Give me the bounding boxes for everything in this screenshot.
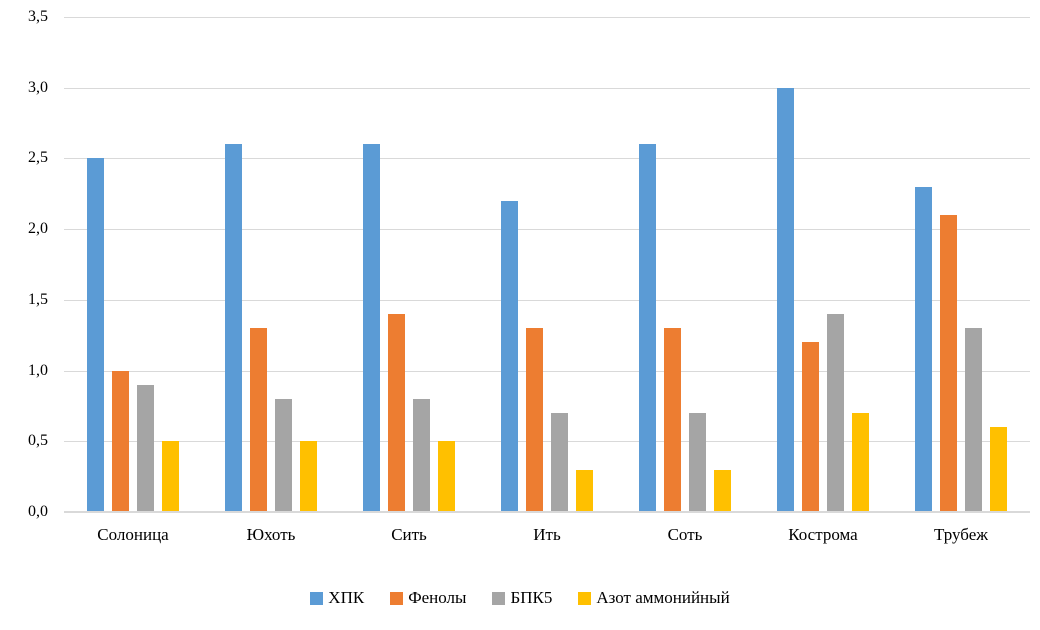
- bar-khpk: [225, 144, 242, 512]
- x-axis-category-label-5: Соть: [667, 525, 703, 544]
- bar-fenoly: [940, 215, 957, 512]
- bar-fenoly: [388, 314, 405, 512]
- y-axis-tick-label: 0,5: [28, 432, 48, 450]
- bar-azot: [990, 427, 1007, 512]
- bar-bpk5: [827, 314, 844, 512]
- bar-fenoly: [112, 371, 129, 512]
- bar-khpk: [915, 187, 932, 512]
- bar-khpk: [363, 144, 380, 512]
- legend-label: Фенолы: [408, 588, 467, 607]
- legend-label: ХПК: [328, 588, 365, 607]
- bar-cluster-3: [340, 17, 478, 512]
- legend-item-fenoly: Фенолы: [390, 588, 466, 608]
- bar-fenoly: [526, 328, 543, 512]
- plot-area: [64, 17, 1030, 512]
- legend-label: Азот аммонийный: [596, 588, 730, 607]
- legend-swatch-icon: [310, 591, 324, 605]
- bar-cluster-7: [892, 17, 1030, 512]
- legend-label: БПК5: [510, 588, 553, 607]
- x-axis-category-label-6: Кострома: [788, 525, 858, 544]
- bar-cluster-2: [202, 17, 340, 512]
- bar-fenoly: [250, 328, 267, 512]
- bar-bpk5: [965, 328, 982, 512]
- bars-layer: [64, 17, 1030, 512]
- bar-azot: [162, 441, 179, 512]
- bar-khpk: [501, 201, 518, 512]
- legend-swatch-icon: [492, 591, 506, 605]
- bar-bpk5: [689, 413, 706, 512]
- y-axis-tick-label: 1,0: [28, 361, 48, 379]
- bar-azot: [438, 441, 455, 512]
- gridline: [64, 158, 1030, 160]
- y-axis-tick-label: 0,0: [28, 503, 48, 520]
- bar-bpk5: [551, 413, 568, 512]
- y-axis-tick-label: 3,0: [28, 78, 48, 96]
- bar-khpk: [639, 144, 656, 512]
- x-axis-line: [64, 511, 1030, 513]
- bar-azot: [852, 413, 869, 512]
- x-axis-category-label-2: Юхоть: [246, 525, 296, 544]
- y-axis-tick-label: 2,5: [28, 149, 48, 167]
- bar-cluster-6: [754, 17, 892, 512]
- x-axis-category-label-3: Сить: [391, 525, 427, 544]
- bar-cluster-5: [616, 17, 754, 512]
- gridline: [64, 370, 1030, 372]
- bar-khpk: [87, 158, 104, 512]
- bar-bpk5: [275, 399, 292, 512]
- gridline: [64, 17, 1030, 18]
- bar-cluster-4: [478, 17, 616, 512]
- bar-fenoly: [802, 342, 819, 512]
- y-axis-tick-label: 3,5: [28, 8, 48, 25]
- gridline: [64, 229, 1030, 231]
- bar-khpk: [777, 88, 794, 512]
- x-axis: Солоница Юхоть Сить Ить Соть Кострома Трубеж: [64, 524, 1030, 546]
- bar-fenoly: [664, 328, 681, 512]
- legend-item-bpk5: БПК5: [492, 588, 552, 608]
- legend-item-khpk: ХПК: [310, 588, 364, 608]
- gridline: [64, 87, 1030, 89]
- gridline: [64, 299, 1030, 301]
- x-axis-category-label-7: Трубеж: [933, 525, 988, 544]
- bar-cluster-1: [64, 17, 202, 512]
- gridline: [64, 441, 1030, 443]
- bar-azot: [714, 470, 731, 512]
- legend-item-azot: Азот аммонийный: [578, 588, 730, 608]
- bar-bpk5: [137, 385, 154, 512]
- bar-azot: [576, 470, 593, 512]
- legend-swatch-icon: [578, 591, 592, 605]
- y-axis-tick-label: 1,5: [28, 290, 48, 308]
- legend: ХПК Фенолы БПК5 Азот аммонийный: [0, 588, 1040, 608]
- bar-azot: [300, 441, 317, 512]
- bar-bpk5: [413, 399, 430, 512]
- legend-swatch-icon: [390, 591, 404, 605]
- x-axis-category-label-1: Солоница: [97, 525, 169, 544]
- y-axis-tick-label: 2,0: [28, 220, 48, 238]
- x-axis-category-label-4: Ить: [533, 525, 561, 544]
